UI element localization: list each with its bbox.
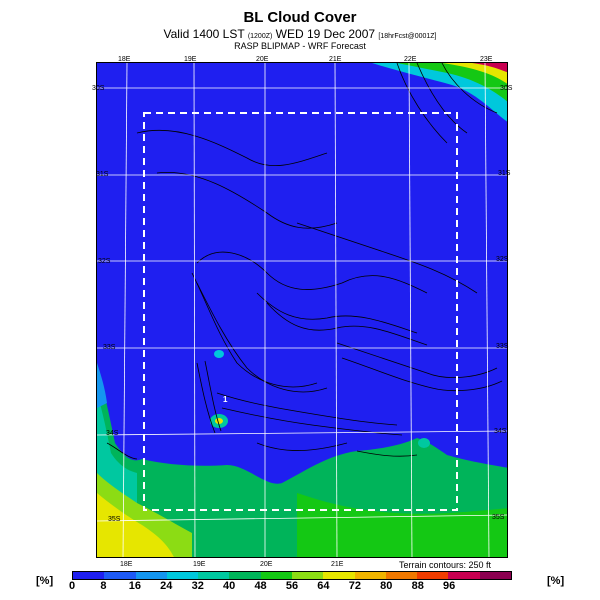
forecast-hours: [18hrFcst@0001Z] <box>378 33 437 40</box>
model-source: RASP BLIPMAP - WRF Forecast <box>234 41 366 51</box>
ne-cloud-band-peak <box>472 63 507 73</box>
color-scale-value: 8 <box>100 580 107 592</box>
color-scale-value: 96 <box>443 580 456 592</box>
lon-label-top: 18E <box>118 56 131 63</box>
color-scale-value: 88 <box>411 580 424 592</box>
map-title: BL Cloud Cover <box>243 9 357 26</box>
sw-cloud-peak <box>97 493 174 557</box>
color-scale-value: 64 <box>317 580 330 592</box>
cloud-cover-map <box>96 62 508 558</box>
lat-label-right: 32S <box>496 256 509 263</box>
color-scale-swatch <box>385 572 418 579</box>
terrain-contour-note: Terrain contours: 250 ft <box>399 560 492 570</box>
lon-label-bottom: 20E <box>260 561 273 568</box>
lon-label-bottom: 21E <box>331 561 344 568</box>
terrain-contours <box>106 63 503 460</box>
lat-label-right: 33S <box>496 343 509 350</box>
ne-cloud-band-mid <box>397 63 507 102</box>
lon-label-top: 22E <box>404 56 417 63</box>
cloud-spot <box>215 418 223 424</box>
forecast-date: WED 19 Dec 2007 <box>275 27 376 41</box>
color-scale-value: 16 <box>128 580 141 592</box>
lon-label-bottom: 18E <box>120 561 133 568</box>
lat-label-left: 30S <box>92 85 105 92</box>
southern-cloud-area <box>97 363 507 557</box>
lon-label-bottom: 19E <box>193 561 206 568</box>
lat-label-right: 34S <box>494 428 507 435</box>
lon-label-top: 23E <box>480 56 493 63</box>
color-scale-value: 56 <box>285 580 299 592</box>
color-scale-swatch <box>479 572 511 579</box>
color-scale-swatch <box>135 572 167 579</box>
color-scale-value: 48 <box>254 580 267 592</box>
lat-label-right: 31S <box>498 170 511 177</box>
color-scale-value: 40 <box>223 580 236 592</box>
lon-label-top: 19E <box>184 56 197 63</box>
site-marker: 1 <box>223 395 228 404</box>
lon-label-top: 20E <box>256 56 269 63</box>
lon-label-top: 21E <box>329 56 342 63</box>
latlon-grid <box>97 63 507 557</box>
color-scale-swatch <box>417 572 449 579</box>
lat-label-right: 30S <box>500 85 513 92</box>
color-scale-swatch <box>73 572 105 579</box>
color-scale-swatch <box>291 572 324 579</box>
color-scale-swatch <box>198 572 230 579</box>
lat-label-left: 32S <box>98 258 111 265</box>
color-scale-bar <box>72 571 512 580</box>
lat-label-left: 35S <box>108 516 121 523</box>
color-scale-value: 80 <box>380 580 393 592</box>
lat-label-left: 31S <box>96 171 109 178</box>
color-scale-swatch <box>104 572 136 579</box>
color-scale-swatch <box>354 572 386 579</box>
color-scale-swatch <box>229 572 261 579</box>
ne-cloud-band-high <box>442 63 507 84</box>
lat-label-left: 33S <box>103 344 116 351</box>
color-scale-value: 72 <box>348 580 361 592</box>
color-scale-swatch <box>260 572 292 579</box>
forecast-domain-boundary <box>143 112 458 511</box>
lat-label-right: 35S <box>492 514 505 521</box>
valid-time: Valid 1400 LST <box>163 27 245 41</box>
lat-label-left: 34S <box>106 430 119 437</box>
legend-unit-right: [%] <box>547 575 565 587</box>
color-scale-value: 32 <box>191 580 204 592</box>
cloud-spot <box>418 438 430 448</box>
color-scale-value: 24 <box>160 580 173 592</box>
legend-unit-left: [%] <box>36 575 54 587</box>
cloud-spot <box>214 350 224 358</box>
color-scale-swatch <box>323 572 355 579</box>
west-edge-band <box>97 363 107 408</box>
color-scale-swatch <box>166 572 199 579</box>
color-scale-value: 0 <box>68 580 76 592</box>
utc-time: (1200Z) <box>247 33 273 40</box>
valid-time-subtitle: Valid 1400 LST (1200Z) WED 19 Dec 2007 [… <box>0 27 600 41</box>
color-scale-swatch <box>448 572 480 579</box>
map-canvas <box>97 63 507 557</box>
